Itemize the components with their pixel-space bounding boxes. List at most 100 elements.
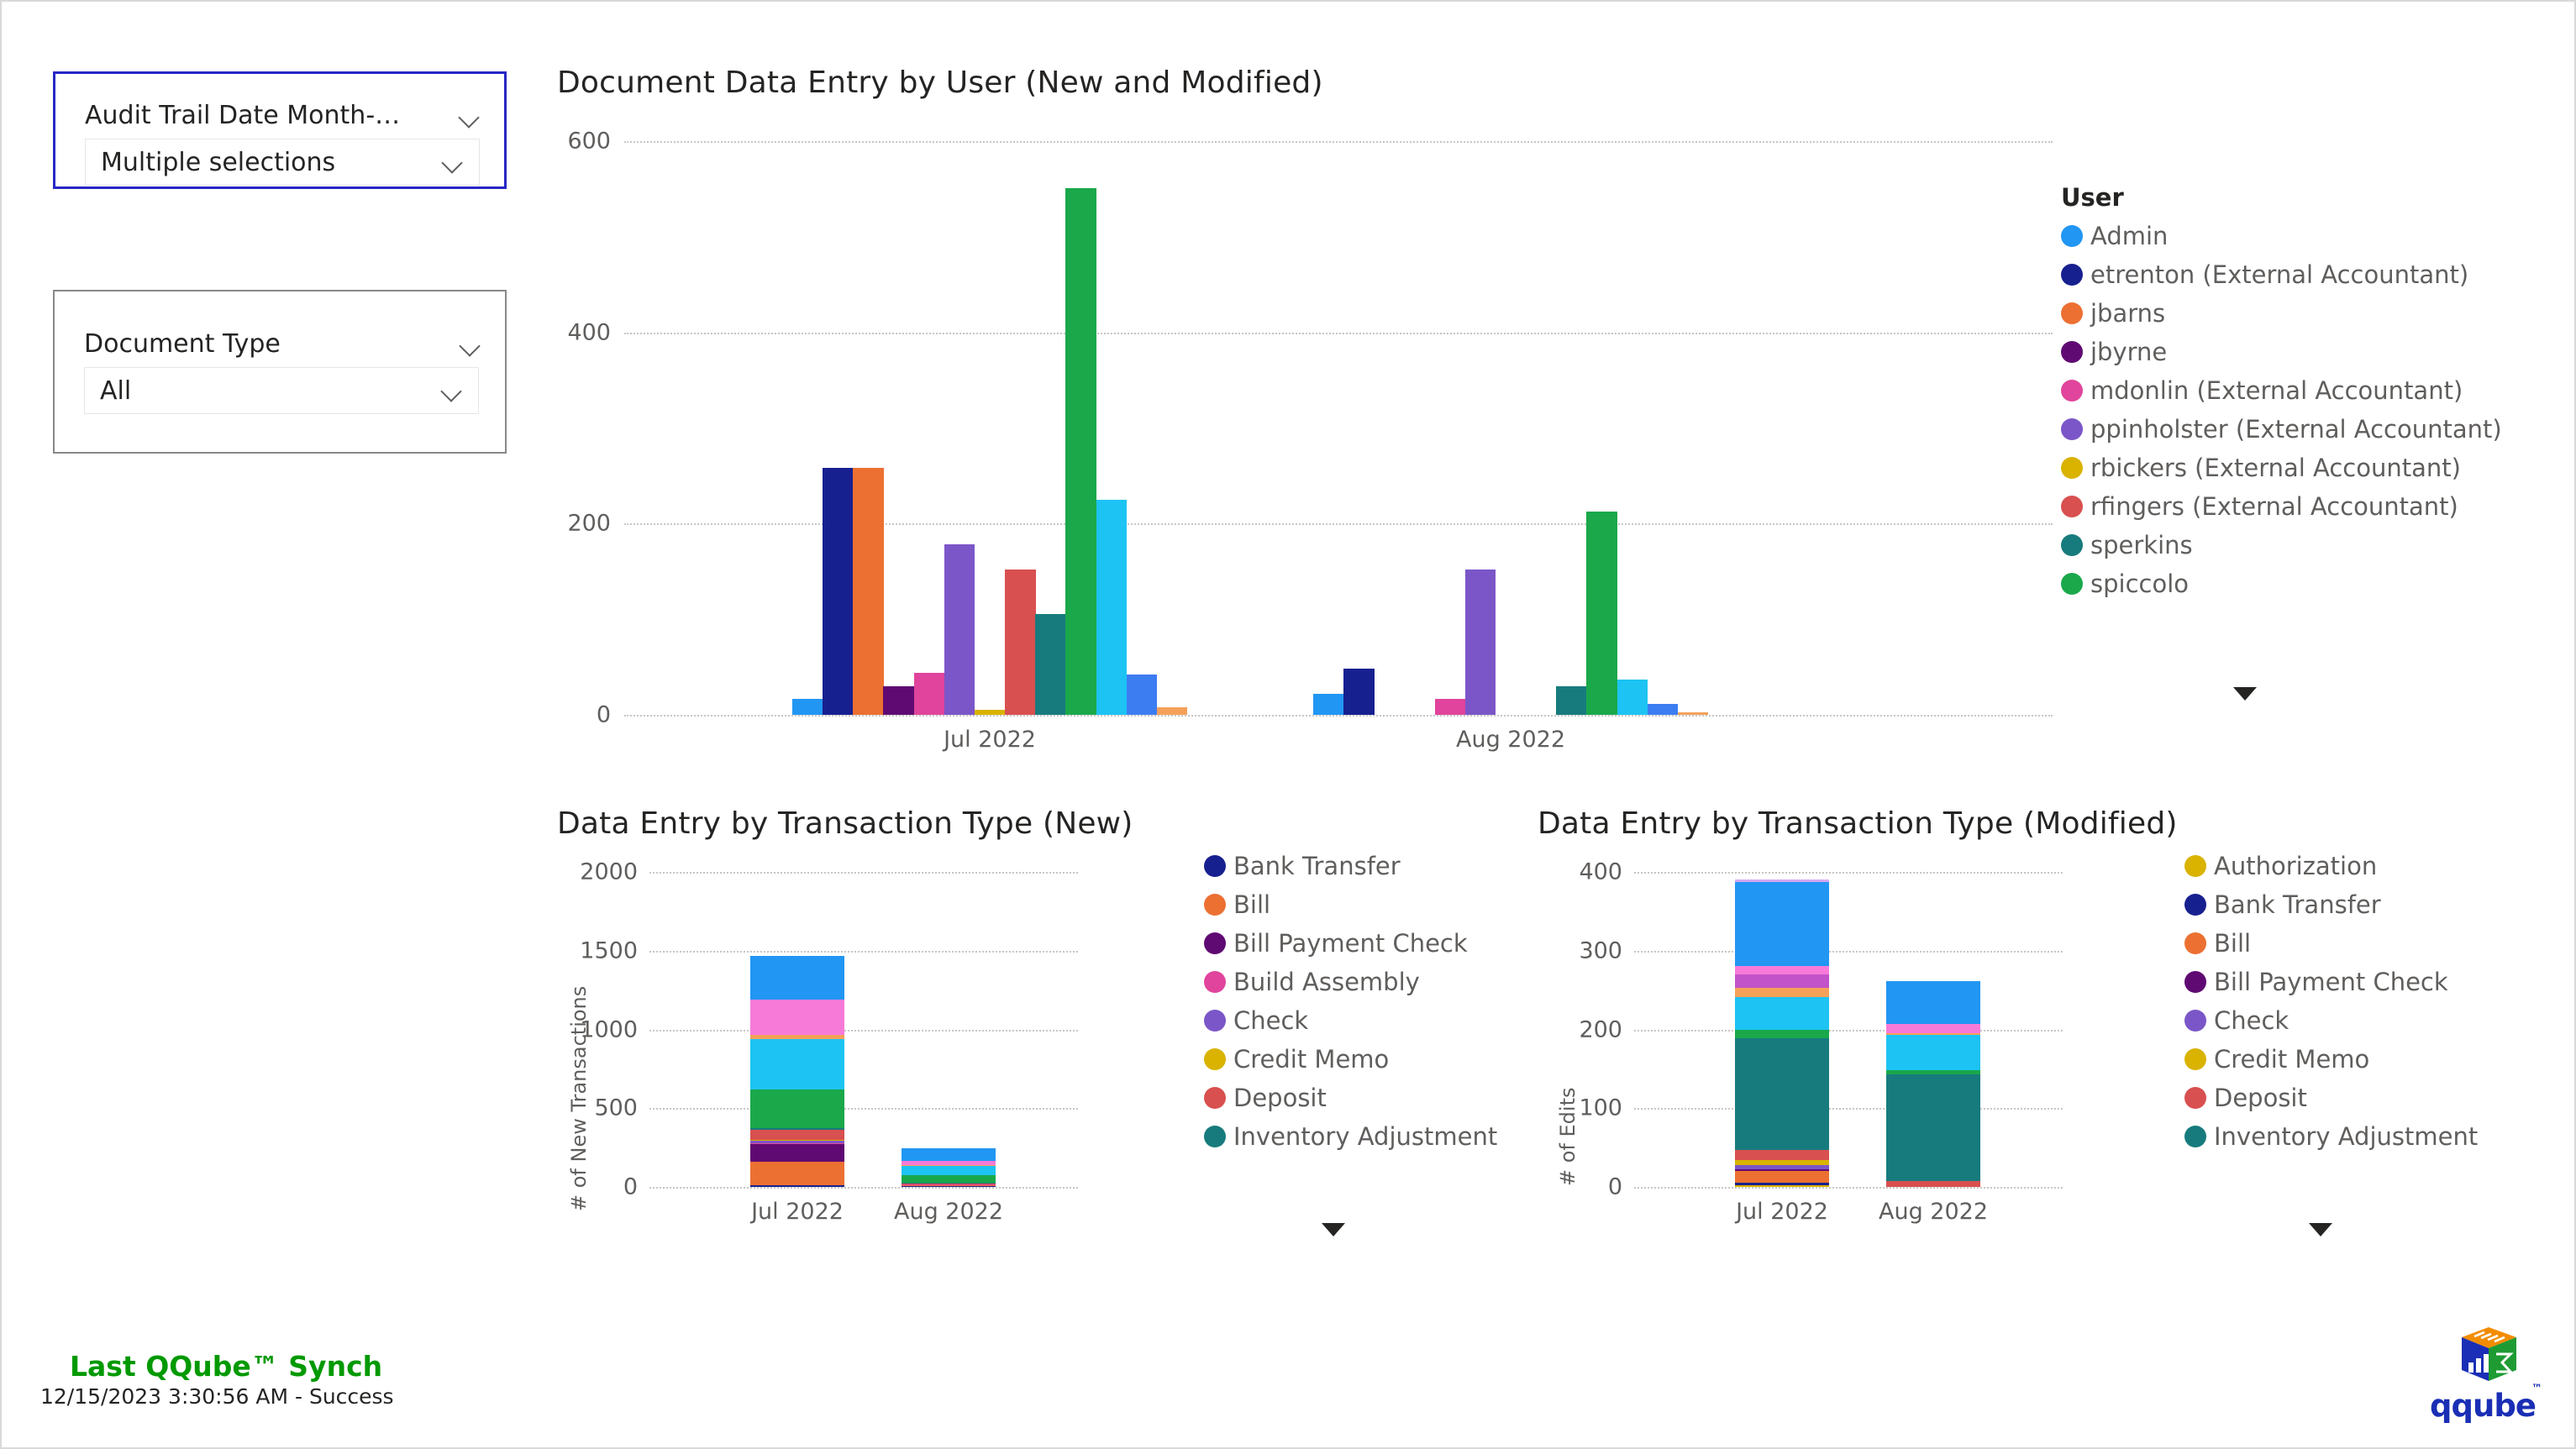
bar[interactable]: [1313, 693, 1344, 715]
legend-item[interactable]: Check: [1204, 1001, 1497, 1040]
bar[interactable]: [883, 685, 915, 715]
stacked-bar-segment[interactable]: [1886, 1181, 1980, 1187]
slicer-audit-trail-date-dropdown[interactable]: Multiple selections: [85, 139, 480, 186]
legend-item[interactable]: ppinholster (External Accountant): [2061, 410, 2502, 449]
chevron-down-icon[interactable]: [1322, 1223, 1345, 1236]
stacked-bar[interactable]: [1735, 879, 1829, 1187]
stacked-bar[interactable]: [1886, 981, 1980, 1187]
stacked-bar-segment[interactable]: [1735, 882, 1829, 966]
stacked-bar-segment[interactable]: [902, 1160, 996, 1165]
stacked-bar-segment[interactable]: [1735, 1030, 1829, 1038]
stacked-bar-segment[interactable]: [750, 1139, 844, 1141]
stacked-bar-segment[interactable]: [1735, 1185, 1829, 1187]
stacked-bar-segment[interactable]: [902, 1164, 996, 1166]
stacked-bar-segment[interactable]: [750, 1144, 844, 1162]
stacked-bar-segment[interactable]: [1735, 1164, 1829, 1170]
stacked-bar-segment[interactable]: [750, 1129, 844, 1140]
bar[interactable]: [1156, 706, 1188, 715]
plot-area[interactable]: 0 500 1000 1500 2000 Jul 2022 Aug 2022: [580, 859, 1078, 1225]
legend-item[interactable]: jbarns: [2061, 294, 2502, 333]
bar[interactable]: [1005, 569, 1036, 715]
stacked-bar-segment[interactable]: [1886, 981, 1980, 1024]
chevron-down-icon[interactable]: [459, 106, 481, 128]
plot-area[interactable]: 0 200 400 600 Jul 2022 Aug 2022: [567, 129, 2053, 753]
bar[interactable]: [1677, 711, 1709, 715]
legend-item[interactable]: Credit Memo: [2184, 1040, 2478, 1079]
legend-item[interactable]: Credit Memo: [1204, 1040, 1497, 1079]
stacked-bar-segment[interactable]: [1735, 1183, 1829, 1186]
stacked-bar-segment[interactable]: [1735, 965, 1829, 974]
legend-item[interactable]: Bill Payment Check: [2184, 963, 2478, 1001]
stacked-bar-segment[interactable]: [750, 1089, 844, 1129]
bar[interactable]: [1065, 187, 1097, 715]
chevron-down-icon[interactable]: [2309, 1223, 2332, 1236]
stacked-bar-segment[interactable]: [1735, 1169, 1829, 1172]
stacked-bar-segment[interactable]: [1735, 1171, 1829, 1184]
chevron-down-icon[interactable]: [441, 380, 463, 402]
bar[interactable]: [823, 468, 854, 715]
legend-item[interactable]: etrenton (External Accountant): [2061, 255, 2502, 294]
stacked-bar[interactable]: [902, 1147, 996, 1187]
stacked-bar-segment[interactable]: [1735, 987, 1829, 998]
stacked-bar-segment[interactable]: [902, 1186, 996, 1187]
chart-legend[interactable]: User Admin etrenton (External Accountant)…: [2061, 183, 2502, 701]
legend-item[interactable]: rfingers (External Accountant): [2061, 487, 2502, 526]
chevron-down-icon[interactable]: [442, 151, 464, 173]
stacked-bar-segment[interactable]: [1735, 1160, 1829, 1165]
bar[interactable]: [913, 672, 945, 715]
bar[interactable]: [1586, 511, 1618, 715]
bar[interactable]: [1617, 679, 1648, 715]
stacked-bar-segment[interactable]: [1735, 1149, 1829, 1161]
legend-item[interactable]: Bill: [1204, 885, 1497, 924]
stacked-bar-segment[interactable]: [902, 1165, 996, 1176]
plot-area[interactable]: 0 100 200 300 400 Jul 2022 Aug 2022: [1579, 859, 2063, 1225]
bar[interactable]: [853, 468, 884, 715]
slicer-document-type-dropdown[interactable]: All: [84, 367, 479, 414]
bar[interactable]: [1434, 698, 1466, 715]
stacked-bar-segment[interactable]: [750, 1140, 844, 1144]
legend-item[interactable]: Deposit: [2184, 1079, 2478, 1117]
stacked-bar-segment[interactable]: [902, 1147, 996, 1161]
legend-item[interactable]: Authorization: [2184, 847, 2478, 885]
legend-item[interactable]: Inventory Adjustment: [1204, 1117, 1497, 1156]
bar[interactable]: [1096, 499, 1128, 715]
chart-data-entry-modified[interactable]: Data Entry by Transaction Type (Modified…: [1538, 806, 2529, 1277]
legend-item[interactable]: Bank Transfer: [2184, 885, 2478, 924]
legend-item[interactable]: mdonlin (External Accountant): [2061, 371, 2502, 410]
stacked-bar-segment[interactable]: [1886, 1035, 1980, 1071]
chart-document-data-entry-by-user[interactable]: Document Data Entry by User (New and Mod…: [557, 66, 2557, 753]
stacked-bar-segment[interactable]: [1735, 997, 1829, 1031]
stacked-bar-segment[interactable]: [750, 1039, 844, 1090]
bar[interactable]: [1647, 704, 1679, 715]
chevron-down-icon[interactable]: [2233, 687, 2257, 701]
stacked-bar-segment[interactable]: [750, 1128, 844, 1130]
stacked-bar-segment[interactable]: [1735, 879, 1829, 883]
chart-data-entry-new[interactable]: Data Entry by Transaction Type (New) # o…: [557, 806, 1515, 1277]
stacked-bar-segment[interactable]: [902, 1184, 996, 1185]
legend-item[interactable]: jbyrne: [2061, 333, 2502, 371]
bar[interactable]: [1343, 669, 1375, 715]
stacked-bar-segment[interactable]: [1886, 1074, 1980, 1182]
stacked-bar-segment[interactable]: [750, 999, 844, 1035]
stacked-bar-segment[interactable]: [750, 1184, 844, 1187]
legend-item[interactable]: Inventory Adjustment: [2184, 1117, 2478, 1156]
bar[interactable]: [1556, 685, 1587, 715]
slicer-document-type[interactable]: Document Type All: [53, 290, 507, 454]
bar[interactable]: [1464, 569, 1496, 715]
legend-item[interactable]: Build Assembly: [1204, 963, 1497, 1001]
legend-item[interactable]: spiccolo: [2061, 564, 2502, 603]
legend-item[interactable]: Check: [2184, 1001, 2478, 1040]
chart-legend[interactable]: Authorization Bank Transfer Bill Bill Payme…: [2184, 847, 2478, 1236]
stacked-bar-segment[interactable]: [750, 1161, 844, 1185]
legend-item[interactable]: Bill: [2184, 924, 2478, 963]
stacked-bar-segment[interactable]: [1886, 1070, 1980, 1074]
legend-item[interactable]: Admin: [2061, 217, 2502, 255]
chevron-down-icon[interactable]: [460, 334, 481, 356]
chart-legend[interactable]: Bank Transfer Bill Bill Payment Check Build…: [1204, 847, 1497, 1236]
legend-item[interactable]: Bank Transfer: [1204, 847, 1497, 885]
stacked-bar-segment[interactable]: [902, 1175, 996, 1184]
stacked-bar-segment[interactable]: [902, 1184, 996, 1187]
stacked-bar-segment[interactable]: [1886, 1023, 1980, 1034]
stacked-bar-segment[interactable]: [750, 1143, 844, 1144]
bar[interactable]: [1035, 614, 1066, 715]
